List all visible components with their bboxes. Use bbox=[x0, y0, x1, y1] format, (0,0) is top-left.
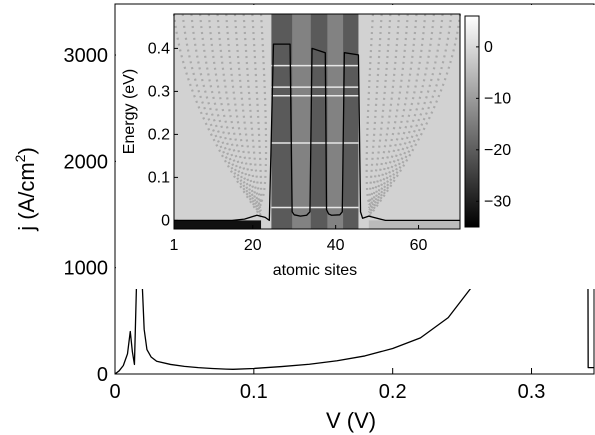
map-fringe bbox=[207, 13, 262, 212]
colorbar-tick-label: −30 bbox=[484, 193, 511, 210]
colorbar-tick-label: −20 bbox=[484, 142, 511, 159]
y-axis-label-main: j (A/cm bbox=[14, 162, 39, 231]
inset-frame bbox=[173, 13, 461, 230]
map-fringe bbox=[367, 13, 435, 214]
map-fringe bbox=[181, 13, 262, 217]
map-low-band bbox=[368, 220, 460, 229]
y-tick-label: 2000 bbox=[64, 151, 109, 173]
x-tick-label: 0.3 bbox=[518, 381, 546, 403]
inset-y-tick-label: 0 bbox=[161, 212, 170, 229]
inset-plot: 1 20 40 60 0 0.1 0.2 0.3 0.4 atomic sites Energy… bbox=[116, 5, 595, 289]
inset-potential-profile bbox=[174, 43, 460, 222]
colorbar-ticks: 0 −10 −20 −30 bbox=[476, 39, 511, 210]
y-tick-label: 1000 bbox=[64, 258, 109, 280]
map-fringe bbox=[216, 13, 263, 211]
y-axis-label: j (A/cm2) bbox=[12, 147, 39, 232]
inset-y-axis-label: Energy (eV) bbox=[121, 69, 138, 154]
map-well-gap bbox=[292, 14, 311, 229]
inset-x-tick-label: 40 bbox=[327, 237, 345, 254]
map-fringe bbox=[367, 13, 409, 209]
inset-y-tick-label: 0.2 bbox=[148, 126, 170, 143]
map-well-region bbox=[271, 14, 359, 229]
map-fringe bbox=[367, 13, 383, 204]
x-tick-label: 0.1 bbox=[240, 381, 268, 403]
inset-y-tick-label: 0.1 bbox=[148, 169, 170, 186]
map-fringe bbox=[251, 13, 263, 204]
inset-density-map bbox=[172, 13, 462, 229]
y-tick-label: 0 bbox=[97, 364, 108, 386]
inset-y-tick-label: 0.4 bbox=[148, 40, 170, 57]
inset-x-tick-label: 1 bbox=[170, 237, 179, 254]
inset-x-axis-label: atomic sites bbox=[273, 262, 357, 279]
y-tick-label: 3000 bbox=[64, 45, 109, 67]
colorbar-tick-label: −10 bbox=[484, 90, 511, 107]
map-fringe bbox=[367, 13, 418, 211]
map-fringe bbox=[199, 13, 262, 214]
map-fringe bbox=[225, 13, 263, 209]
map-low-band bbox=[174, 220, 262, 229]
map-fringe bbox=[190, 13, 262, 215]
inset-x-tick-label: 20 bbox=[244, 237, 262, 254]
x-tick-label: 0 bbox=[109, 381, 120, 403]
map-fringe bbox=[242, 13, 263, 206]
inset-y-tick-label: 0.3 bbox=[148, 83, 170, 100]
colorbar-tick-label: 0 bbox=[484, 39, 493, 56]
inset-axis-ticks: 1 20 40 60 0 0.1 0.2 0.3 0.4 bbox=[148, 40, 428, 254]
inset-x-tick-label: 60 bbox=[410, 237, 428, 254]
map-fringe bbox=[367, 13, 462, 218]
map-well-gap bbox=[327, 14, 344, 229]
map-fringe bbox=[367, 13, 392, 206]
map-fringe bbox=[367, 13, 453, 217]
x-axis-label: V (V) bbox=[326, 408, 376, 433]
x-tick-label: 0.2 bbox=[379, 381, 407, 403]
map-fringe bbox=[367, 13, 427, 212]
y-axis-label-superscript: 2 bbox=[12, 154, 28, 162]
colorbar bbox=[464, 15, 480, 228]
y-axis-label-close: ) bbox=[14, 147, 39, 154]
